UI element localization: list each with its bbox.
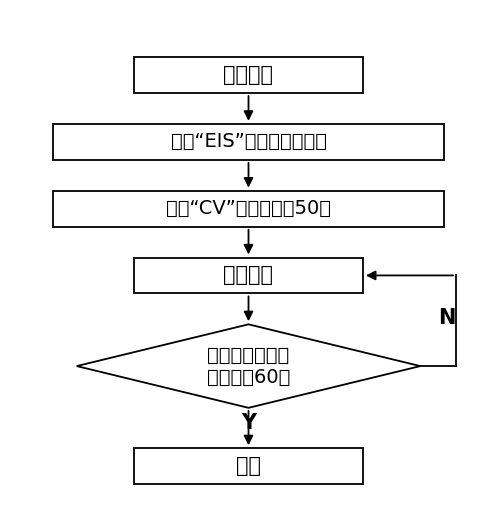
Text: Y: Y [241,413,256,433]
FancyBboxPatch shape [53,124,444,160]
FancyBboxPatch shape [134,448,363,484]
Text: N: N [438,308,455,328]
Text: 待放电容量低于
额定容量60％: 待放电容量低于 额定容量60％ [207,346,290,387]
Text: 选择“EIS”模式并设置参数: 选择“EIS”模式并设置参数 [170,132,327,151]
FancyBboxPatch shape [134,258,363,294]
Text: 结束: 结束 [236,456,261,476]
Text: 进行测试: 进行测试 [224,266,273,286]
Text: 连接线路: 连接线路 [224,65,273,85]
Polygon shape [77,324,420,408]
Text: 添加“CV”模式，设置50圈: 添加“CV”模式，设置50圈 [166,199,331,218]
FancyBboxPatch shape [53,191,444,227]
FancyBboxPatch shape [134,57,363,93]
